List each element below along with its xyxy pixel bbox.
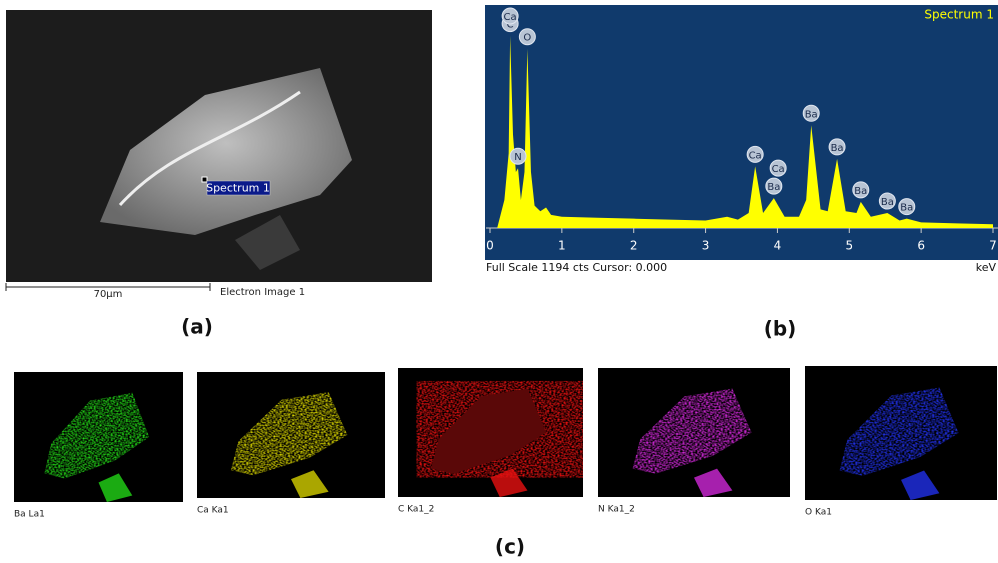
peak-label: N [514,152,521,163]
peak-label: Ba [881,197,894,208]
peak-label: Ba [854,186,867,197]
element-map [805,366,997,500]
map-label: O Ka1 [805,508,832,518]
image-label: Electron Image 1 [220,287,305,298]
x-tick-label: 7 [989,239,997,253]
figure: Spectrum 1 70µm Electron Image 1 (a) Ful… [0,0,998,563]
caption: (a) [181,315,213,339]
x-tick-label: 0 [486,239,494,253]
x-tick-label: 2 [630,239,638,253]
x-tick-label: 6 [917,239,925,253]
caption: (c) [495,535,525,559]
scale-label: 70µm [94,289,123,300]
legend-label: Spectrum 1 [924,8,994,22]
map-label: Ca Ka1 [197,506,229,516]
peak-label: Ba [805,109,818,120]
element-map [398,368,583,497]
x-tick-label: 4 [774,239,782,253]
peak-label: O [523,33,531,44]
element-map [14,372,183,502]
element-map [598,368,790,497]
map-label: N Ka1_2 [598,505,635,515]
x-axis-label: keV [976,261,997,274]
marker-label: Spectrum 1 [206,182,270,195]
map-label: Ba La1 [14,510,45,520]
peak-label: Ba [900,203,913,214]
map-label: C Ka1_2 [398,505,434,515]
peak-label: Ba [767,182,780,193]
x-tick-label: 3 [702,239,710,253]
x-tick-label: 1 [558,239,566,253]
peak-label: Ba [831,143,844,154]
peak-label: Ca [504,12,517,23]
spectrum-footer: Full Scale 1194 cts Cursor: 0.000 [486,261,667,274]
caption: (b) [764,317,797,341]
element-map [197,372,385,498]
peak-label: Ca [749,150,762,161]
peak-label: Ca [772,164,785,175]
x-tick-label: 5 [845,239,853,253]
